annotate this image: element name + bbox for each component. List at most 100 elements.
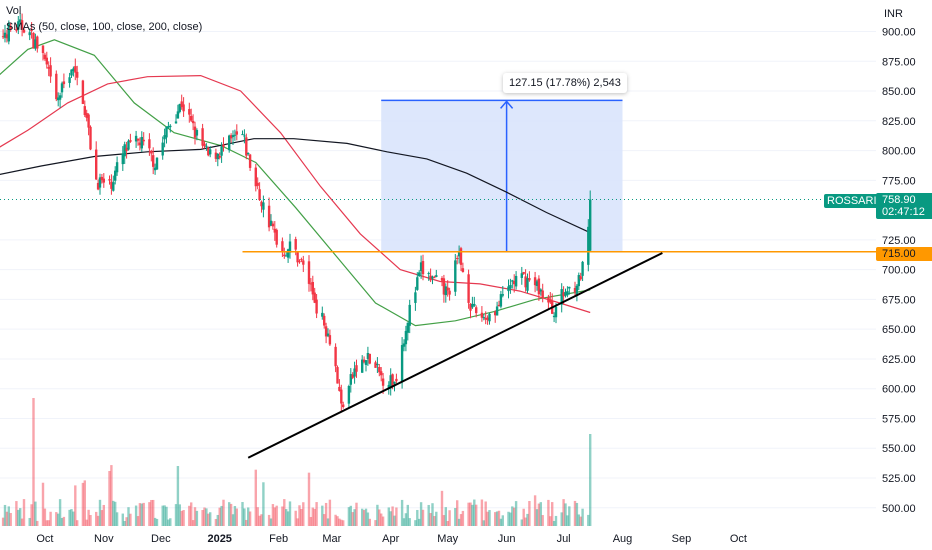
price-tick-label: 500.00 <box>882 503 916 515</box>
candle <box>535 281 539 287</box>
candle <box>486 317 489 320</box>
candle <box>353 368 356 377</box>
candle <box>68 77 71 83</box>
volume-bar <box>254 469 257 526</box>
candle <box>513 280 516 285</box>
volume-bar <box>83 480 86 526</box>
candle <box>526 278 529 291</box>
candle <box>32 32 35 49</box>
volume-bar <box>207 513 210 526</box>
price-tick-label: 900.00 <box>882 27 916 39</box>
price-tick-label: 850.00 <box>882 86 916 98</box>
volume-bar <box>364 508 368 526</box>
volume-bar <box>108 470 111 526</box>
candle <box>142 139 145 142</box>
price-tick-label: 625.00 <box>882 354 916 366</box>
candle <box>347 385 351 404</box>
candle <box>366 352 370 359</box>
volume-bar <box>161 505 164 526</box>
volume-bar <box>81 482 85 526</box>
volume-bar <box>201 510 204 526</box>
volume-bar <box>541 515 544 526</box>
volume-bar <box>190 502 193 526</box>
symbol-badge[interactable]: ROSSARI <box>824 194 880 208</box>
volume-bar <box>9 512 12 526</box>
candle <box>87 114 90 128</box>
volume-bar <box>395 507 398 526</box>
volume-bar <box>471 504 474 526</box>
volume-bar <box>231 514 235 526</box>
candle <box>43 54 47 60</box>
price-tick-label: 675.00 <box>882 294 916 306</box>
volume-bar <box>513 507 516 526</box>
candle <box>190 115 193 121</box>
volume-bar <box>152 499 155 526</box>
candle <box>393 381 396 384</box>
candle <box>554 306 558 318</box>
candle <box>161 142 164 156</box>
time-tick-label: Jul <box>557 533 571 545</box>
candle <box>222 144 225 147</box>
target-measure-box <box>381 99 623 253</box>
candle <box>568 286 571 289</box>
volume-bar <box>406 504 409 526</box>
target-box <box>381 100 623 252</box>
candle <box>334 346 337 367</box>
candle <box>467 274 470 303</box>
volume-bar <box>573 500 577 526</box>
volume-bar <box>321 505 324 526</box>
candle <box>191 120 195 124</box>
volume-bar <box>380 513 383 526</box>
candle <box>22 29 26 33</box>
candle <box>511 280 514 282</box>
candle <box>581 261 584 276</box>
candle <box>362 359 366 363</box>
volume-bar <box>480 499 484 526</box>
volume-bar <box>381 516 385 526</box>
volume-bar <box>429 513 432 526</box>
volume-bar <box>180 510 183 526</box>
candle <box>577 275 580 287</box>
measure-label[interactable]: 127.15 (17.78%) 2,543 <box>503 73 627 93</box>
volume-bar <box>47 520 50 526</box>
candle <box>148 139 151 149</box>
candle <box>324 326 328 337</box>
price-tick-label: 700.00 <box>882 265 916 277</box>
candle <box>96 182 100 190</box>
candle <box>374 362 377 368</box>
volume-bar <box>323 514 326 526</box>
volume-bar <box>243 508 246 526</box>
candle <box>125 147 128 152</box>
candle <box>95 149 98 180</box>
volume-bar <box>459 514 463 526</box>
candle <box>528 278 531 281</box>
candle <box>442 278 446 295</box>
volume-bar <box>404 513 408 526</box>
volume-bar <box>286 511 290 526</box>
volume-bar <box>68 509 71 526</box>
candle <box>378 366 381 373</box>
level-badge: 715.00 <box>876 247 932 261</box>
candle <box>248 154 252 168</box>
volume-bar <box>433 516 436 526</box>
volume-bar <box>195 510 199 526</box>
volume-bar <box>469 502 472 526</box>
volume-bar <box>72 511 75 526</box>
volume-bar <box>220 505 223 526</box>
volume-bar <box>446 520 449 526</box>
candle <box>216 153 219 160</box>
candle <box>152 155 155 167</box>
volume-bar <box>182 510 185 526</box>
volume-bar <box>89 515 92 526</box>
candle <box>549 299 552 303</box>
candle <box>267 205 271 228</box>
volume-bar <box>125 517 128 526</box>
volume-bar <box>389 511 392 526</box>
volume-bar <box>349 505 352 526</box>
candle <box>220 146 223 156</box>
volume-bar <box>444 507 447 526</box>
volume-bar <box>60 518 64 526</box>
candle <box>298 261 301 263</box>
volume-bar <box>309 516 313 526</box>
